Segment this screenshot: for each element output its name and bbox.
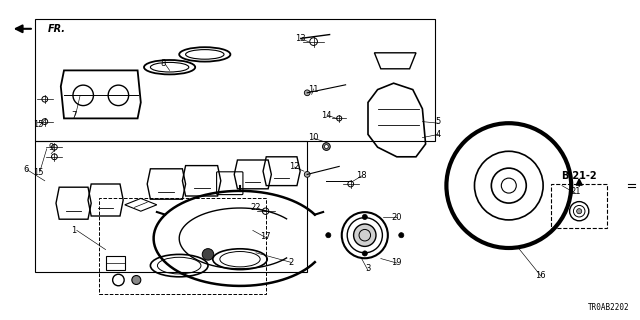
Circle shape xyxy=(323,143,330,150)
Circle shape xyxy=(362,214,367,220)
Circle shape xyxy=(262,208,269,214)
Text: 21: 21 xyxy=(571,188,581,196)
Text: 9: 9 xyxy=(49,143,54,152)
Circle shape xyxy=(577,209,582,214)
Text: 22: 22 xyxy=(251,204,261,212)
Text: 10: 10 xyxy=(308,133,319,142)
Text: 19: 19 xyxy=(392,258,402,267)
Text: 8: 8 xyxy=(161,60,166,68)
Circle shape xyxy=(310,38,317,45)
Text: 16: 16 xyxy=(536,271,546,280)
Circle shape xyxy=(324,145,328,148)
Circle shape xyxy=(326,233,331,238)
Circle shape xyxy=(348,181,354,187)
Circle shape xyxy=(337,116,342,121)
Circle shape xyxy=(52,154,58,160)
Circle shape xyxy=(42,96,48,102)
Text: 20: 20 xyxy=(392,213,402,222)
Text: 14: 14 xyxy=(321,111,332,120)
Text: 13: 13 xyxy=(296,34,306,43)
Circle shape xyxy=(362,251,367,256)
Text: 2: 2 xyxy=(289,258,294,267)
Text: 5: 5 xyxy=(436,117,441,126)
Circle shape xyxy=(305,172,310,177)
Circle shape xyxy=(305,90,310,96)
Text: 1: 1 xyxy=(71,226,76,235)
Text: 12: 12 xyxy=(289,162,300,171)
Text: 3: 3 xyxy=(365,264,371,273)
Circle shape xyxy=(202,249,214,260)
Text: 17: 17 xyxy=(260,232,271,241)
Text: 11: 11 xyxy=(308,85,319,94)
Circle shape xyxy=(492,168,526,203)
Text: TR0AB2202: TR0AB2202 xyxy=(588,303,630,312)
Circle shape xyxy=(132,276,141,284)
Text: 6: 6 xyxy=(23,165,28,174)
Circle shape xyxy=(353,224,376,246)
Circle shape xyxy=(399,233,404,238)
Text: 7: 7 xyxy=(71,111,76,120)
Circle shape xyxy=(42,119,48,124)
Circle shape xyxy=(52,144,58,150)
Text: 4: 4 xyxy=(436,130,441,139)
Text: B-21-2: B-21-2 xyxy=(561,171,597,181)
Text: 15: 15 xyxy=(33,120,44,129)
Text: 18: 18 xyxy=(356,172,367,180)
Text: FR.: FR. xyxy=(48,24,66,34)
Text: 15: 15 xyxy=(33,168,44,177)
